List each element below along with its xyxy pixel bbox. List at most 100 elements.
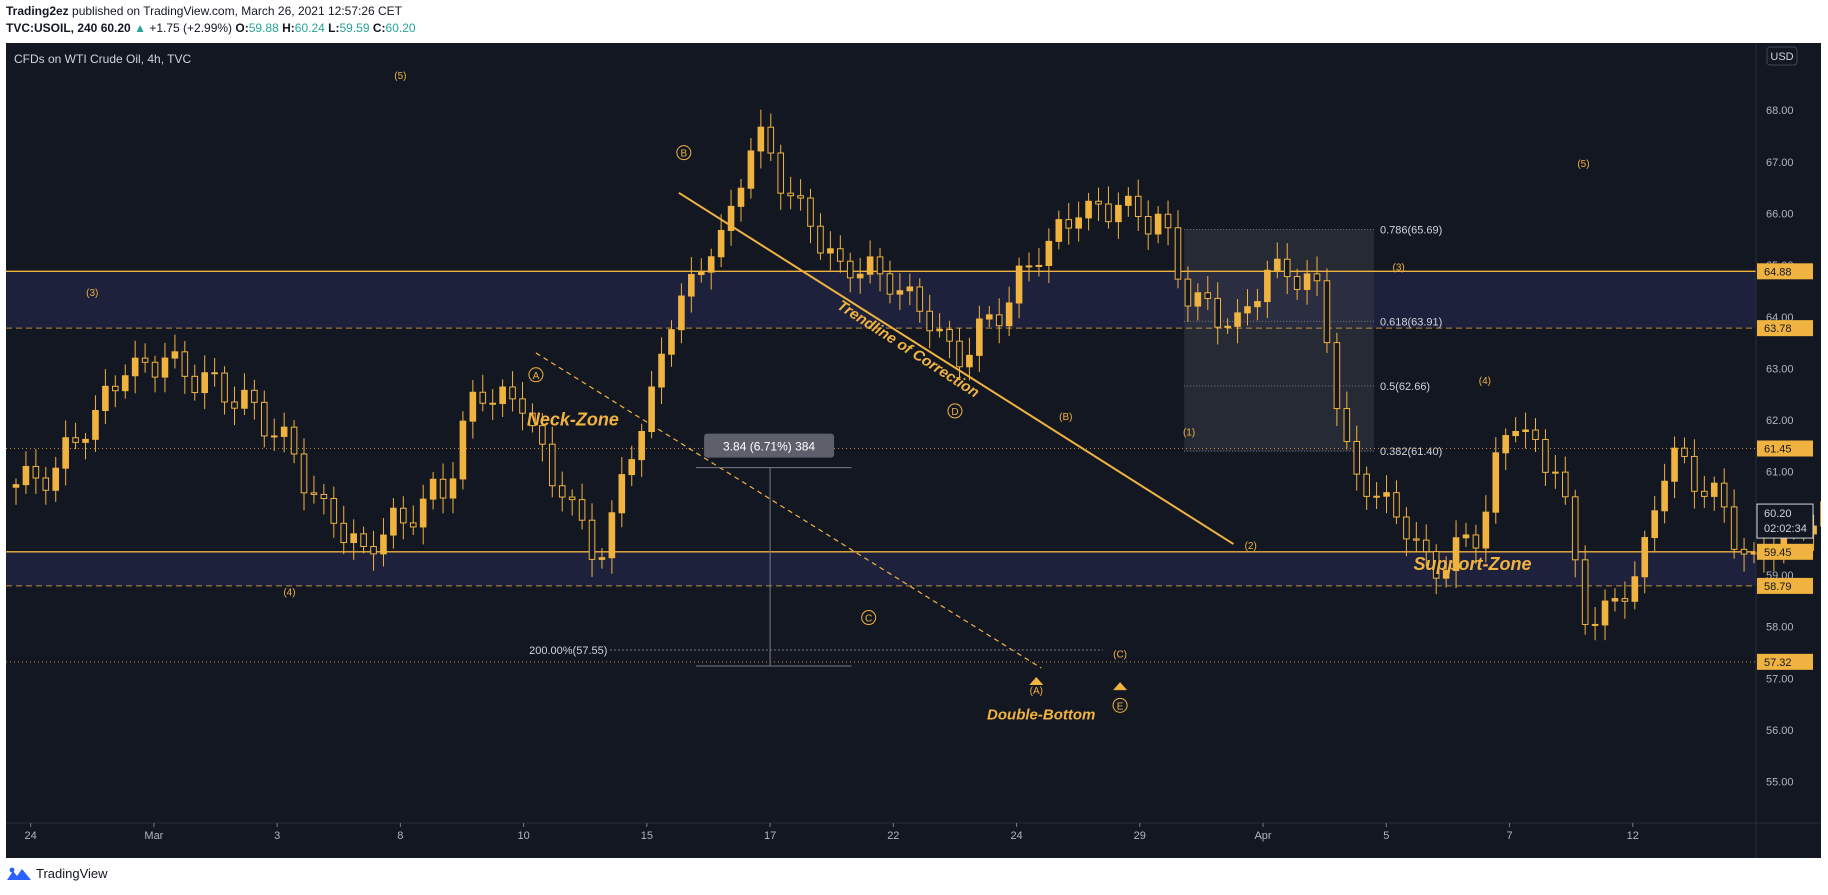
candle [1482,495,1490,563]
candle [300,438,308,511]
candle [1264,260,1271,319]
price-label: 59.45 [1757,543,1813,560]
candle [529,403,536,433]
candle [1552,455,1559,489]
candle-body [231,401,238,409]
price-chart[interactable]: 0.786(65.69) 0.618(63.91) 0.5(62.66) 0.382(… [6,43,1827,858]
candle [251,379,258,420]
current-price-box [1756,503,1814,539]
candle-body [1283,258,1291,278]
candle-body [449,478,457,499]
wave-circle-3 [676,145,692,161]
candle [221,366,228,415]
candle [439,463,447,514]
candle [1065,203,1073,245]
candle-body [797,195,804,199]
candle-body [1293,276,1301,290]
candle-body [688,274,695,297]
candle [658,337,665,404]
footer-brand[interactable]: TradingView [36,866,108,881]
currency-badge[interactable] [1766,46,1798,66]
candle-body [370,545,377,555]
zone-0 [6,271,1756,329]
candle-body [1442,570,1450,579]
candle-body [1303,273,1311,290]
candle-body [946,329,953,342]
candle [429,471,437,510]
candles-layer [12,109,1827,641]
candle [1691,439,1698,509]
candle-body [727,205,735,231]
candle [1720,468,1728,523]
candle-body [1571,496,1579,561]
candle [856,257,864,294]
price-label: 61.45 [1757,440,1813,457]
price-label-text: 57.32 [1764,657,1792,669]
candle-body [52,467,60,491]
candle [588,503,596,577]
candle [1323,268,1331,354]
candle [121,364,129,399]
candle [608,500,616,574]
candle [1303,259,1311,305]
candle-body [1164,213,1172,229]
candle-body [1095,200,1102,205]
candle [1015,257,1023,319]
candle-body [1671,447,1678,482]
candle [1273,242,1281,279]
candle-body [131,357,139,377]
candle-body [747,150,755,189]
candle-body [310,492,318,495]
candle [479,374,487,412]
candle [1730,489,1738,559]
candle [1651,496,1658,552]
candle-body [72,437,79,443]
annotation-2: Double-Bottom [987,707,1095,724]
candle [827,231,834,271]
candle-body [866,256,874,275]
candle-body [330,498,338,524]
candle-body [1105,203,1112,223]
candle [1154,206,1162,244]
candle [52,456,60,502]
candle [161,342,169,393]
candle-body [1363,473,1370,497]
candle-body [1651,510,1658,539]
price-label-text: 58.79 [1764,581,1792,593]
candle [548,426,556,498]
candle-body [1234,312,1241,327]
candle [1194,283,1202,321]
candle [737,178,745,222]
candle [1422,524,1430,567]
lines-layer: 3.84 (6.71%) 384 200.00%(57.55) [529,191,1234,669]
wave-circle-6 [947,403,963,419]
candle-body [161,357,169,378]
author-name[interactable]: Trading2ez [6,4,69,18]
candle [1492,437,1500,524]
time-tick: Apr [1254,830,1271,842]
annotation-0: Neck-Zone [527,409,619,429]
time-tick: 22 [887,830,899,842]
candle-body [459,420,467,480]
candle [499,379,506,418]
candle-body [658,353,665,388]
candle [469,380,477,439]
price-tick: 63.00 [1766,363,1794,375]
chart-area[interactable]: 0.786(65.69) 0.618(63.91) 0.5(62.66) 0.382(… [6,43,1827,858]
candle-body [1562,471,1569,498]
wave-circle-5 [861,610,877,626]
candle-body [181,351,189,377]
candle-body [548,443,556,487]
candle-body [1333,342,1341,410]
candle [1045,228,1053,283]
candle-body [767,126,775,154]
candle-body [290,426,298,455]
candle [1413,521,1420,552]
time-tick: 24 [1010,830,1022,842]
candle-body [1720,482,1728,508]
candle [340,505,348,555]
time-tick: 15 [641,830,653,842]
currency-label: USD [1770,51,1793,63]
candle-body [489,402,497,405]
time-tick: 10 [517,830,529,842]
